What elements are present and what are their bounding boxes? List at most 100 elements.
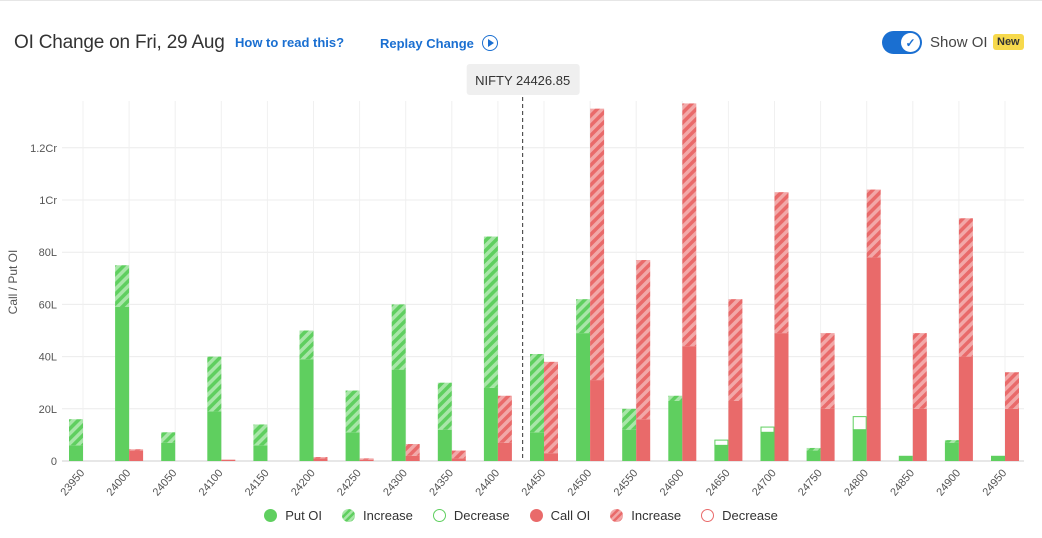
x-tick-label: 24000: [105, 467, 134, 498]
put-increase-bar: [69, 419, 83, 446]
call-increase-bar: [958, 218, 973, 357]
legend-put-label: Put OI: [285, 508, 323, 523]
x-tick-label: 24750: [796, 467, 825, 498]
call-increase-bar: [129, 449, 144, 451]
check-icon: ✓: [901, 33, 920, 52]
call-oi-bar: [958, 356, 973, 461]
legend-put-decrease-swatch: [432, 509, 446, 522]
legend-put-swatch: [264, 509, 278, 522]
legend-put-increase-swatch: [342, 509, 356, 522]
y-tick-label: 80L: [39, 247, 57, 259]
put-increase-bar: [668, 395, 683, 401]
how-to-read-link[interactable]: How to read this?: [235, 35, 345, 50]
new-badge: New: [993, 34, 1024, 50]
put-increase-bar: [207, 356, 222, 412]
call-oi-bar: [728, 400, 743, 461]
call-increase-bar: [774, 192, 789, 334]
call-increase-bar: [313, 457, 328, 459]
legend-put-oi[interactable]: Put OI: [264, 508, 322, 523]
spot-price-label: NIFTY 24426.85: [475, 73, 570, 88]
call-oi-bar: [1005, 408, 1019, 461]
put-increase-bar: [944, 440, 959, 443]
call-oi-bar: [820, 408, 835, 461]
put-increase-bar: [530, 353, 544, 433]
put-oi-bar: [345, 432, 360, 461]
call-oi-bar: [912, 408, 927, 461]
put-decrease-bar: [760, 426, 775, 433]
x-tick-label: 24300: [381, 467, 410, 498]
call-increase-bar: [866, 189, 881, 258]
x-tick-label: 24200: [289, 467, 318, 498]
put-increase-bar: [161, 432, 176, 443]
x-tick-label: 24700: [750, 467, 779, 498]
show-oi-label: Show OI: [930, 34, 988, 51]
replay-change-link[interactable]: Replay Change: [380, 35, 498, 51]
x-tick-label: 24850: [888, 467, 917, 498]
put-oi-bar: [898, 455, 913, 461]
call-increase-bar: [590, 108, 605, 381]
legend-call-decrease-swatch: [701, 509, 715, 522]
show-oi-toggle[interactable]: ✓: [882, 31, 922, 54]
put-increase-bar: [345, 390, 360, 433]
put-oi-bar: [437, 429, 452, 461]
x-tick-label: 24600: [658, 467, 687, 498]
x-tick-label: 24800: [842, 467, 871, 498]
put-decrease-bar: [852, 416, 867, 431]
put-oi-bar: [299, 359, 314, 461]
y-tick-label: 1.2Cr: [30, 143, 57, 155]
put-oi-bar: [668, 400, 683, 461]
put-oi-bar: [991, 455, 1005, 461]
legend-put-decrease[interactable]: Decrease: [432, 508, 510, 523]
call-oi-bar: [682, 346, 697, 461]
put-increase-bar: [483, 236, 498, 388]
x-tick-label: 24400: [473, 467, 502, 498]
legend-call-increase[interactable]: Increase: [610, 508, 681, 523]
put-oi-bar: [161, 442, 176, 461]
put-increase-bar: [437, 382, 452, 430]
put-decrease-bar: [714, 439, 729, 446]
spot-price-tag: [466, 64, 580, 95]
put-oi-bar: [852, 429, 867, 461]
call-oi-bar: [590, 380, 605, 461]
call-oi-bar: [451, 458, 466, 461]
put-oi-bar: [253, 445, 268, 461]
legend-call-decrease[interactable]: Decrease: [701, 508, 778, 523]
put-increase-bar: [299, 330, 314, 360]
y-tick-label: 0: [51, 456, 57, 468]
put-increase-bar: [622, 408, 637, 430]
x-tick-label: 24450: [519, 467, 548, 498]
x-tick-label: 24150: [243, 467, 272, 498]
legend-call-swatch: [529, 509, 543, 522]
x-tick-label: 24250: [335, 467, 364, 498]
y-tick-label: 40L: [39, 352, 57, 364]
x-tick-label: 24050: [151, 467, 180, 498]
call-increase-bar: [405, 444, 420, 456]
x-tick-label: 23950: [58, 467, 87, 498]
put-increase-bar: [576, 299, 591, 334]
call-oi-bar: [636, 419, 651, 461]
call-oi-bar: [774, 333, 789, 461]
put-oi-bar: [391, 369, 406, 461]
x-tick-label: 24100: [197, 467, 226, 498]
legend-call-oi[interactable]: Call OI: [529, 508, 591, 523]
call-oi-bar: [359, 459, 374, 461]
put-oi-bar: [69, 445, 83, 461]
chart-legend: Put OI Increase Decrease Call OI Increas…: [0, 508, 1042, 523]
call-increase-bar: [497, 395, 512, 443]
put-oi-bar: [806, 450, 821, 461]
put-increase-bar: [115, 265, 130, 308]
legend-call-label: Call OI: [550, 508, 591, 523]
call-oi-bar: [221, 459, 236, 461]
x-tick-label: 24550: [612, 467, 641, 498]
replay-change-label: Replay Change: [380, 35, 474, 51]
put-increase-bar: [806, 447, 821, 451]
y-axis-label: Call / Put OI: [6, 250, 20, 315]
put-oi-bar: [576, 333, 591, 461]
call-oi-bar: [129, 450, 144, 461]
call-oi-bar: [866, 257, 881, 461]
legend-put-increase[interactable]: Increase: [342, 508, 413, 523]
legend-put-decrease-label: Decrease: [453, 508, 510, 523]
y-tick-label: 60L: [39, 299, 57, 311]
